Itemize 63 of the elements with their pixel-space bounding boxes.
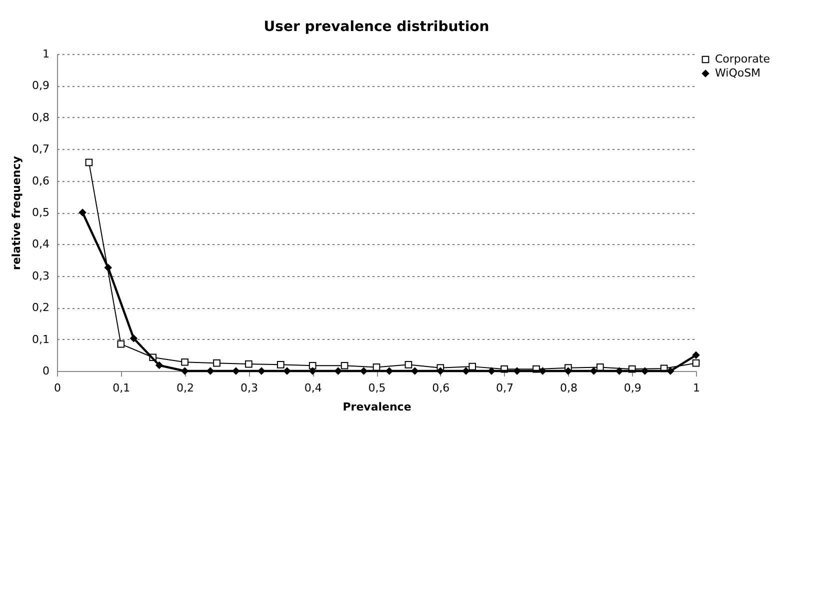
point <box>468 362 476 370</box>
point <box>340 362 348 370</box>
legend-label: Corporate <box>715 52 770 66</box>
point <box>258 367 266 375</box>
y-axis-title: relative frequency <box>10 156 24 270</box>
y-tick-label: 0,7 <box>32 142 50 156</box>
point <box>245 360 252 368</box>
x-tick-label: 0,8 <box>560 382 578 394</box>
point <box>692 351 700 359</box>
y-tick-label: 0,3 <box>32 269 50 282</box>
point <box>462 367 470 375</box>
point <box>156 362 163 369</box>
point <box>104 264 112 272</box>
legend-label: WiQoSM <box>715 66 761 80</box>
chart-title: User prevalence distribution <box>264 19 490 35</box>
point <box>276 361 284 368</box>
point <box>181 367 188 375</box>
point <box>308 367 316 375</box>
x-tick-label: 0,3 <box>240 382 258 394</box>
point <box>666 367 674 375</box>
x-axis-title: Prevalence <box>342 400 412 414</box>
y-tick-label: 0,6 <box>32 174 50 188</box>
point <box>386 367 393 375</box>
x-tick-label: 0,6 <box>432 382 450 394</box>
point <box>404 361 412 368</box>
x-tick-label: 0,7 <box>496 382 514 394</box>
point <box>130 334 138 342</box>
point <box>181 358 188 366</box>
point <box>117 340 125 348</box>
point <box>564 367 572 375</box>
y-tick-label: 0,9 <box>32 79 50 92</box>
point <box>206 367 214 375</box>
point <box>360 367 368 375</box>
point <box>641 367 649 375</box>
x-tick-label: 0,4 <box>304 382 322 394</box>
y-tick-label: 0,4 <box>32 238 50 251</box>
y-tick-label: 0,8 <box>32 110 50 124</box>
point <box>78 208 86 216</box>
point <box>232 367 240 375</box>
y-tick-label: 0,2 <box>32 301 50 314</box>
point <box>411 367 418 375</box>
point <box>308 362 316 370</box>
x-tick-label: 1 <box>693 382 700 394</box>
y-tick-label: 1 <box>42 48 50 60</box>
point <box>213 359 220 367</box>
point <box>513 367 521 375</box>
x-tick-label: 0,2 <box>176 382 194 394</box>
point <box>616 367 623 375</box>
y-tick-label: 0,1 <box>32 332 50 346</box>
point <box>590 367 598 375</box>
x-tick-label: 0 <box>54 382 61 394</box>
x-tick-label: 0,5 <box>368 382 386 394</box>
x-tick-label: 0,1 <box>112 382 130 394</box>
point <box>334 367 342 375</box>
y-tick-label: 0 <box>42 364 50 378</box>
point <box>283 367 291 375</box>
y-tick-label: 0,5 <box>32 206 50 219</box>
point <box>436 367 444 375</box>
point <box>488 367 496 375</box>
point <box>85 158 93 166</box>
x-tick-label: 0,9 <box>624 382 642 394</box>
point <box>596 364 604 371</box>
point <box>692 359 700 367</box>
